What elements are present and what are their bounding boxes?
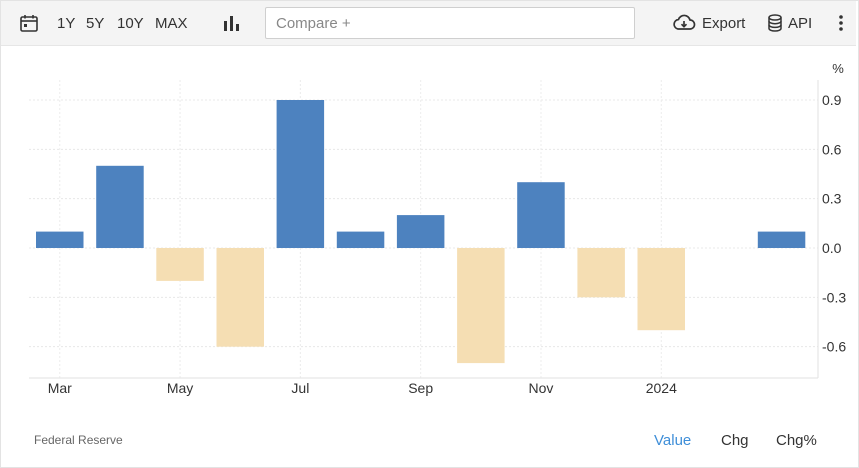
mode-chg-percent-button[interactable]: Chg% — [776, 432, 817, 449]
y-axis-labels: 0.9 0.6 0.3 0.0 -0.3 -0.6 — [822, 92, 846, 355]
x-tick-label: Mar — [48, 380, 72, 396]
more-vertical-icon[interactable] — [838, 1, 844, 45]
x-tick-label: Sep — [408, 380, 433, 396]
y-tick-label: -0.3 — [822, 289, 846, 305]
bars — [36, 100, 806, 364]
y-tick-label: 0.9 — [822, 92, 842, 108]
bar-2023-08[interactable] — [396, 215, 445, 248]
x-axis-labels: Mar May Jul Sep Nov 2024 — [48, 380, 677, 396]
range-5y-button[interactable]: 5Y — [86, 14, 105, 32]
range-10y-button[interactable]: 10Y — [117, 14, 144, 32]
source-label: Federal Reserve — [34, 433, 123, 447]
grid-lines — [29, 80, 819, 379]
bar-chart-icon[interactable] — [222, 1, 242, 45]
cloud-download-icon — [672, 13, 696, 33]
toolbar: 1Y 5Y 10Y MAX Export API — [1, 1, 856, 46]
mode-value-button[interactable]: Value — [654, 432, 692, 449]
bar-2023-09[interactable] — [457, 248, 505, 364]
range-1y-button[interactable]: 1Y — [57, 14, 76, 32]
y-tick-label: -0.6 — [822, 339, 846, 355]
bar-2023-02[interactable] — [36, 231, 84, 248]
x-tick-label: Nov — [529, 380, 554, 396]
x-tick-label: 2024 — [646, 380, 677, 396]
database-icon — [767, 13, 783, 33]
export-button[interactable]: Export — [672, 1, 745, 45]
compare-input[interactable] — [265, 7, 635, 39]
export-label: Export — [702, 14, 746, 32]
y-axis-unit: % — [832, 61, 844, 76]
bar-2023-10[interactable] — [517, 182, 565, 248]
x-tick-label: May — [167, 380, 193, 396]
api-label: API — [788, 14, 813, 32]
bar-2023-03[interactable] — [96, 165, 144, 248]
bar-2023-06[interactable] — [276, 100, 325, 248]
bar-2023-12[interactable] — [637, 248, 686, 331]
x-tick-label: Jul — [291, 380, 309, 396]
calendar-icon[interactable] — [19, 1, 39, 45]
mode-chg-button[interactable]: Chg — [721, 432, 749, 449]
bar-2024-02[interactable] — [757, 231, 806, 248]
y-tick-label: 0.0 — [822, 240, 842, 256]
bar-2023-05[interactable] — [216, 248, 265, 347]
bar-2023-11[interactable] — [577, 248, 625, 298]
y-tick-label: 0.6 — [822, 141, 842, 157]
api-button[interactable]: API — [767, 1, 812, 45]
y-tick-label: 0.3 — [822, 191, 842, 207]
range-max-button[interactable]: MAX — [155, 14, 188, 32]
bar-2023-04[interactable] — [156, 248, 204, 281]
bar-2023-07[interactable] — [336, 231, 385, 248]
